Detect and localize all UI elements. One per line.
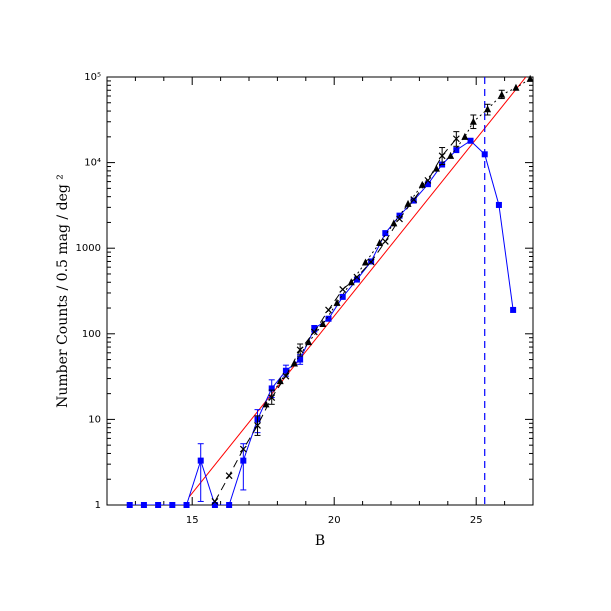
data-point [382,230,389,237]
data-point [297,356,304,363]
data-point [339,293,346,300]
data-point [424,181,431,188]
x-tick-label: 20 [328,515,341,526]
data-point [311,325,318,332]
data-point [447,151,455,159]
data-point [239,445,247,453]
data-point [404,199,412,207]
y-tick-label: 10⁵ [84,72,101,83]
data-point [484,105,492,113]
data-point [353,273,361,281]
data-point [268,385,275,392]
data-point [376,239,384,247]
data-point [240,457,247,464]
plot-frame [106,76,534,506]
data-point [438,152,446,160]
data-point [296,346,304,354]
series-3-line [265,78,531,405]
data-point [325,306,332,314]
model-fit-line [188,77,527,498]
data-point [510,306,517,313]
data-point [333,298,341,306]
y-tick-label: 100 [82,329,101,340]
data-point [225,472,233,480]
data-point [467,137,474,144]
data-point [461,132,469,140]
data-point [410,196,418,203]
x-axis-title: B [315,533,325,549]
data-point [424,176,432,184]
data-point [347,278,355,286]
data-point [396,215,403,223]
data-point [361,258,369,266]
y-tick-label: 1000 [76,243,101,254]
data-point [282,372,290,380]
data-point [262,400,270,408]
data-point [453,147,460,154]
data-point [310,328,318,336]
data-point [325,315,332,322]
y-tick-label: 10 [88,414,101,425]
data-point [282,367,289,374]
data-point [183,502,190,508]
data-point [197,457,204,464]
data-point [481,151,488,158]
data-point [254,422,261,429]
data-point [353,276,360,283]
data-point [526,74,534,82]
data-point [367,258,375,266]
data-point [305,338,313,346]
data-point [276,377,284,385]
data-point [432,164,440,172]
plot-area: 15 20 25 1 10 100 1000 10⁴ 10⁵ [76,72,534,526]
data-point [452,135,460,143]
x-tick-label: 25 [470,515,483,526]
data-point [211,498,219,505]
data-point [512,83,520,91]
x-tick-label: 15 [186,515,199,526]
data-point [169,502,176,508]
data-point [126,502,133,508]
y-tick-label: 1 [95,500,101,511]
data-point [381,237,389,245]
data-point [155,502,162,508]
data-point [498,90,506,98]
data-point [339,285,347,293]
data-point [319,320,327,328]
data-point [268,394,276,401]
data-point [140,502,147,508]
series-1-line [129,140,514,505]
data-point [418,180,426,188]
data-point [290,359,298,367]
y-axis-title: Number Counts / 0.5 mag / deg ² [55,174,71,408]
data-point [469,117,477,125]
data-point [211,502,218,508]
data-point [495,201,502,208]
data-point [226,502,233,508]
y-tick-label: 10⁴ [84,158,101,169]
data-point [390,219,398,227]
data-point [410,197,417,204]
